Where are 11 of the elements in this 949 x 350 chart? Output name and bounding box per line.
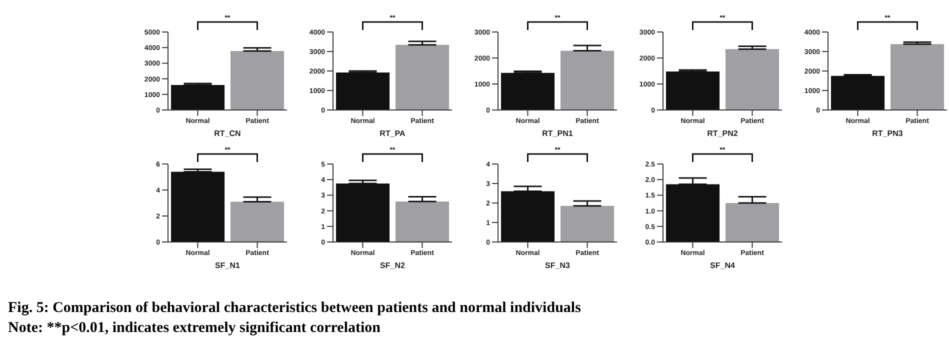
x-axis-title: SF_N4 xyxy=(710,261,736,270)
x-axis-title: RT_PN3 xyxy=(872,129,904,138)
text: Note: **p<0.01, indicates extremely significant correlation xyxy=(8,319,382,338)
x-axis-title: SF_N3 xyxy=(545,261,570,270)
x-axis-title: SF_N1 xyxy=(215,261,240,270)
x-axis-title: SF_N2 xyxy=(380,261,406,270)
x-axis-title: RT_PN1 xyxy=(542,129,574,138)
x-axis-title: RT_CN xyxy=(214,129,242,138)
x-axis-title: RT_PA xyxy=(380,129,406,138)
caption: Fig. 5: Comparison of behavioral characteristics between patients and normal individuals xyxy=(8,299,581,318)
x-axis-title: RT_PN2 xyxy=(707,129,738,138)
